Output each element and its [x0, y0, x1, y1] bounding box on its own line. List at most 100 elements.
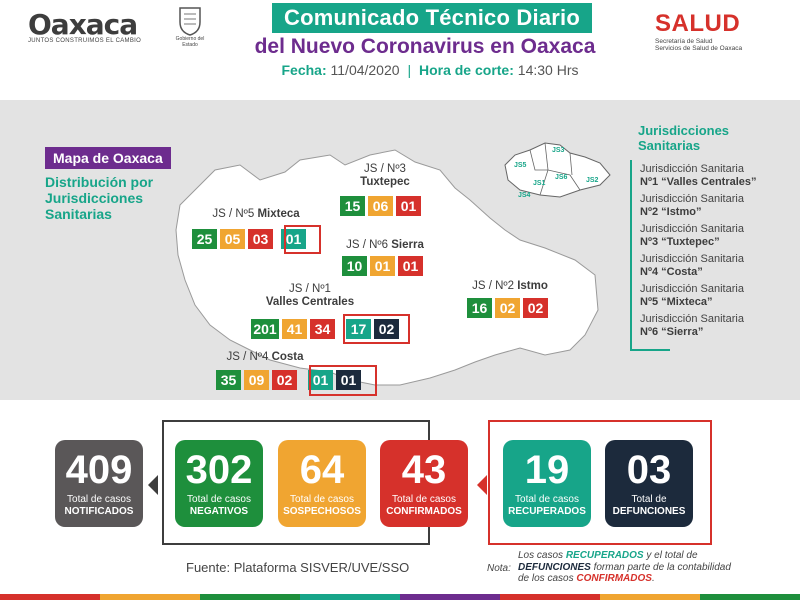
oaxaca-tagline: JUNTOS CONSTRUIMOS EL CAMBIO	[28, 38, 142, 44]
js3-boxes: 15 06 01	[340, 196, 421, 216]
js5-label: JS / Nº5 Mixteca	[196, 208, 316, 221]
js3-sospechosos: 06	[368, 196, 393, 216]
legend-item-line2: Nº2 “Istmo”	[640, 205, 702, 218]
js1-boxes: 201 41 34 17 02	[251, 319, 399, 339]
js1-sospechosos: 41	[282, 319, 307, 339]
js3-name: Tuxtepec	[360, 176, 410, 188]
legend-item-line2: Nº5 “Mixteca”	[640, 295, 713, 308]
salud-sub-1: Secretaría de Salud	[655, 38, 713, 45]
js3-negativos: 15	[340, 196, 365, 216]
js1-negativos: 201	[251, 319, 279, 339]
stat-title: RECUPERADOS	[508, 506, 586, 517]
mini-js1: JS1	[533, 180, 546, 187]
note-part-2: y el total de	[643, 550, 698, 561]
date-value: 11/04/2020	[330, 62, 400, 78]
js4-recuperados: 01	[308, 370, 333, 390]
strip-purple	[400, 594, 500, 600]
js4-confirmados: 02	[272, 370, 297, 390]
js4-defunciones: 01	[336, 370, 361, 390]
js4-name: Costa	[271, 351, 304, 363]
strip-yellow-2	[600, 594, 700, 600]
stat-notificados: 409 Total de casos NOTIFICADOS	[55, 440, 143, 527]
stat-value: 19	[524, 448, 570, 492]
stat-recuperados: 19 Total de casos RECUPERADOS	[503, 440, 591, 527]
js6-name: Sierra	[391, 239, 424, 251]
mini-map-icon: JS3 JS5 JS1 JS6 JS2 JS4	[504, 142, 611, 199]
map-description: Distribución por Jurisdicciones Sanitari…	[45, 174, 154, 222]
report-title: Comunicado Técnico Diario	[272, 3, 592, 33]
js6-negativos: 10	[342, 256, 367, 276]
note-part-1: Los casos	[518, 550, 566, 561]
legend-item-line1: Jurisdicción Sanitaria	[640, 193, 744, 205]
strip-green	[200, 594, 300, 600]
js2-sospechosos: 02	[495, 298, 520, 318]
note-confirmados: CONFIRMADOS	[576, 573, 652, 584]
stat-title: SOSPECHOSOS	[283, 506, 361, 517]
seal-caption: Gobierno del Estado	[175, 36, 205, 48]
js4-negativos: 35	[216, 370, 241, 390]
stat-caption: Total de casos	[187, 494, 251, 505]
js2-code: JS / Nº2	[472, 280, 515, 292]
legend-item-line2: Nº1 “Valles Centrales”	[640, 175, 757, 188]
source-text: Fuente: Plataforma SISVER/UVE/SSO	[186, 560, 410, 575]
report-date-line: Fecha: 11/04/2020 | Hora de corte: 14:30…	[220, 62, 640, 78]
strip-teal	[300, 594, 400, 600]
mini-js5: JS5	[514, 162, 527, 169]
js1-name: Valles Centrales	[265, 296, 355, 308]
stat-sospechosos: 64 Total de casos SOSPECHOSOS	[278, 440, 366, 527]
stat-value: 302	[185, 448, 253, 492]
note-defunciones: DEFUNCIONES	[518, 561, 591, 573]
js5-code: JS / Nº5	[212, 208, 255, 220]
legend-item-line1: Jurisdicción Sanitaria	[640, 163, 744, 175]
strip-red-2	[500, 594, 600, 600]
oaxaca-logo: Oaxaca JUNTOS CONSTRUIMOS EL CAMBIO	[28, 8, 158, 48]
stat-title: NOTIFICADOS	[64, 506, 134, 517]
js6-sospechosos: 01	[370, 256, 395, 276]
js4-code: JS / Nº4	[226, 351, 269, 363]
js5-negativos: 25	[192, 229, 217, 249]
legend-item: Jurisdicción Sanitaria Nº2 “Istmo”	[640, 193, 795, 218]
legend-rule-foot	[630, 349, 670, 351]
js3-confirmados: 01	[396, 196, 421, 216]
stat-title: DEFUNCIONES	[612, 506, 686, 517]
js2-boxes: 16 02 02	[467, 298, 548, 318]
mini-js6: JS6	[555, 174, 568, 181]
js1-recuperados: 17	[346, 319, 371, 339]
js1-code: JS / Nº1	[289, 283, 331, 295]
stat-title: NEGATIVOS	[189, 506, 249, 517]
legend-item-line2: Nº3 “Tuxtepec”	[640, 235, 720, 248]
js6-boxes: 10 01 01	[342, 256, 423, 276]
stat-title: CONFIRMADOS	[386, 506, 462, 517]
salud-sub-2: Servicios de Salud de Oaxaca	[655, 45, 743, 52]
legend-heading: Jurisdicciones Sanitarias	[638, 123, 729, 153]
strip-red	[0, 594, 100, 600]
salud-logo: SALUD Secretaría de Salud Servicios de S…	[655, 10, 795, 52]
map-title: Mapa de Oaxaca	[45, 147, 171, 169]
stat-caption: Total de casos	[515, 494, 579, 505]
date-separator: |	[407, 62, 412, 78]
stat-confirmados: 43 Total de casos CONFIRMADOS	[380, 440, 468, 527]
stat-value: 64	[299, 448, 345, 492]
stat-caption: Total de casos	[290, 494, 354, 505]
arrow-left-red-icon	[477, 475, 487, 495]
stat-caption: Total de	[631, 494, 667, 505]
js1-label: JS / Nº1 Valles Centrales	[255, 283, 365, 309]
js2-name: Istmo	[517, 280, 548, 292]
stat-defunciones: 03 Total de DEFUNCIONES	[605, 440, 693, 527]
legend-heading-2: Sanitarias	[638, 138, 701, 153]
js4-highlight-frame	[309, 365, 377, 396]
legend-item-line1: Jurisdicción Sanitaria	[640, 283, 744, 295]
legend-item-line2: Nº4 “Costa”	[640, 265, 703, 278]
state-seal-icon: Gobierno del Estado	[168, 6, 212, 50]
legend-item: Jurisdicción Sanitaria Nº6 “Sierra”	[640, 313, 795, 338]
legend-rule	[630, 160, 632, 350]
stat-value: 43	[401, 448, 447, 492]
js6-code: JS / Nº6	[346, 239, 389, 251]
cut-time-value: 14:30 Hrs	[517, 62, 579, 78]
stat-value: 03	[626, 448, 672, 492]
js2-label: JS / Nº2 Istmo	[460, 280, 560, 293]
js5-highlight-frame	[284, 225, 321, 254]
js1-highlight-frame	[343, 314, 410, 344]
legend-item-line1: Jurisdicción Sanitaria	[640, 313, 744, 325]
confirmed-breakdown-frame	[488, 420, 712, 545]
